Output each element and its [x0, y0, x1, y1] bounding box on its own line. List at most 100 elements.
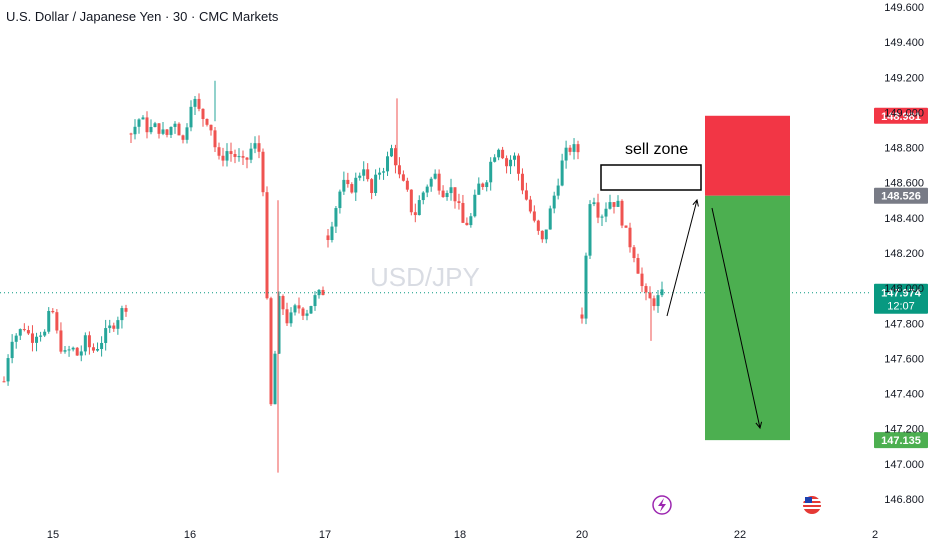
symbol-watermark: USD/JPY	[370, 262, 480, 292]
candle-body	[201, 108, 205, 119]
candle-body	[189, 106, 193, 128]
candle-body	[289, 312, 293, 324]
candle-body	[516, 155, 520, 174]
candle-body	[59, 330, 63, 352]
candle-body	[493, 157, 497, 162]
candle-body	[505, 158, 509, 167]
candle-body	[249, 148, 253, 160]
stop-price-tag-bg	[874, 107, 928, 124]
price-axis: 149.600 149.400 149.200 149.000 148.800 148.6…	[884, 2, 924, 506]
flag-stripe-icon	[803, 507, 821, 509]
candle-body	[354, 177, 358, 193]
take-profit-zone[interactable]	[705, 195, 790, 441]
price-axis-label: 148.200	[884, 248, 924, 260]
candle-body	[421, 192, 425, 201]
candle-body	[445, 193, 449, 198]
stop-loss-zone[interactable]	[705, 115, 790, 196]
candle-body	[342, 179, 346, 192]
candle-body	[217, 147, 221, 156]
candle-body	[465, 222, 469, 226]
candle-body	[528, 199, 532, 212]
candle-body	[449, 187, 453, 194]
candle-body	[338, 191, 342, 209]
candle-body	[39, 335, 43, 337]
candle-body	[326, 235, 330, 241]
candle-body	[26, 330, 30, 334]
candle-body	[133, 126, 137, 135]
candle-body	[145, 117, 149, 133]
candle-body	[205, 118, 209, 125]
candle-body	[592, 202, 596, 205]
candle-body	[437, 173, 441, 191]
candle-body	[225, 151, 229, 161]
candle-body	[43, 331, 47, 336]
candle-body	[485, 182, 489, 188]
candle-body	[564, 147, 568, 161]
candle-body	[389, 148, 393, 157]
candle-body	[293, 305, 297, 313]
target-price-tag-bg	[874, 432, 928, 449]
candle-body	[177, 123, 181, 136]
candle-body	[524, 190, 528, 200]
candle-body	[305, 313, 309, 316]
candle-body	[644, 286, 648, 293]
candle-body	[100, 342, 104, 350]
candle-body	[237, 156, 241, 158]
us-flag-event-icon[interactable]	[803, 496, 821, 514]
price-axis-label: 147.200	[884, 424, 924, 436]
candle-body	[580, 314, 584, 319]
candle-body	[124, 308, 128, 312]
candle-body	[334, 208, 338, 227]
candle-body	[576, 144, 580, 153]
price-axis-label: 149.600	[884, 2, 924, 14]
candle-body	[2, 381, 6, 383]
candle-body	[497, 149, 501, 158]
candle-body	[552, 195, 556, 209]
candle-body	[87, 335, 91, 348]
candle-body	[51, 310, 55, 313]
candle-body	[265, 192, 269, 299]
flag-stripe-icon	[803, 503, 821, 505]
candle-body	[241, 156, 245, 158]
up-arrow[interactable]	[666, 200, 697, 317]
candle-body	[616, 200, 620, 207]
candle-body	[660, 289, 664, 296]
time-axis-label: 17	[319, 529, 331, 541]
candle-body	[317, 289, 321, 296]
current-price-tag-label: 147.974	[881, 288, 922, 300]
candle-body	[245, 157, 249, 160]
candle-body	[520, 173, 524, 191]
candle-body	[540, 230, 544, 240]
candle-body	[652, 298, 656, 307]
price-axis-label: 148.600	[884, 178, 924, 190]
candle-body	[536, 220, 540, 231]
candle-body	[362, 169, 366, 176]
candle-body	[469, 216, 473, 226]
candle-body	[433, 173, 437, 179]
time-axis: 15 16 17 18 20 22 2	[47, 529, 878, 541]
candle-body	[233, 154, 237, 157]
candle-body	[301, 308, 305, 316]
candle-body	[382, 171, 386, 173]
candle-body	[193, 98, 197, 107]
candle-body	[596, 202, 600, 218]
candle-body	[600, 216, 604, 218]
candle-body	[120, 308, 124, 321]
candle-body	[229, 151, 233, 155]
sell-zone-box[interactable]	[600, 164, 702, 191]
price-axis-label: 147.600	[884, 353, 924, 365]
candle-body	[261, 151, 265, 193]
candle-body	[96, 349, 100, 351]
candle-body	[6, 358, 10, 382]
symbol-title[interactable]: U.S. Dollar / Japanese Yen · 30 · CMC Ma…	[6, 9, 279, 24]
down-arrow[interactable]	[711, 207, 760, 428]
candle-body	[636, 258, 640, 274]
candle-body	[429, 178, 433, 187]
candle-body	[157, 123, 161, 134]
candle-body	[169, 126, 173, 135]
candle-body	[405, 180, 409, 190]
stop-price-tag-label: 148.981	[881, 111, 921, 123]
candle-body	[628, 227, 632, 248]
candle-body	[116, 320, 120, 329]
